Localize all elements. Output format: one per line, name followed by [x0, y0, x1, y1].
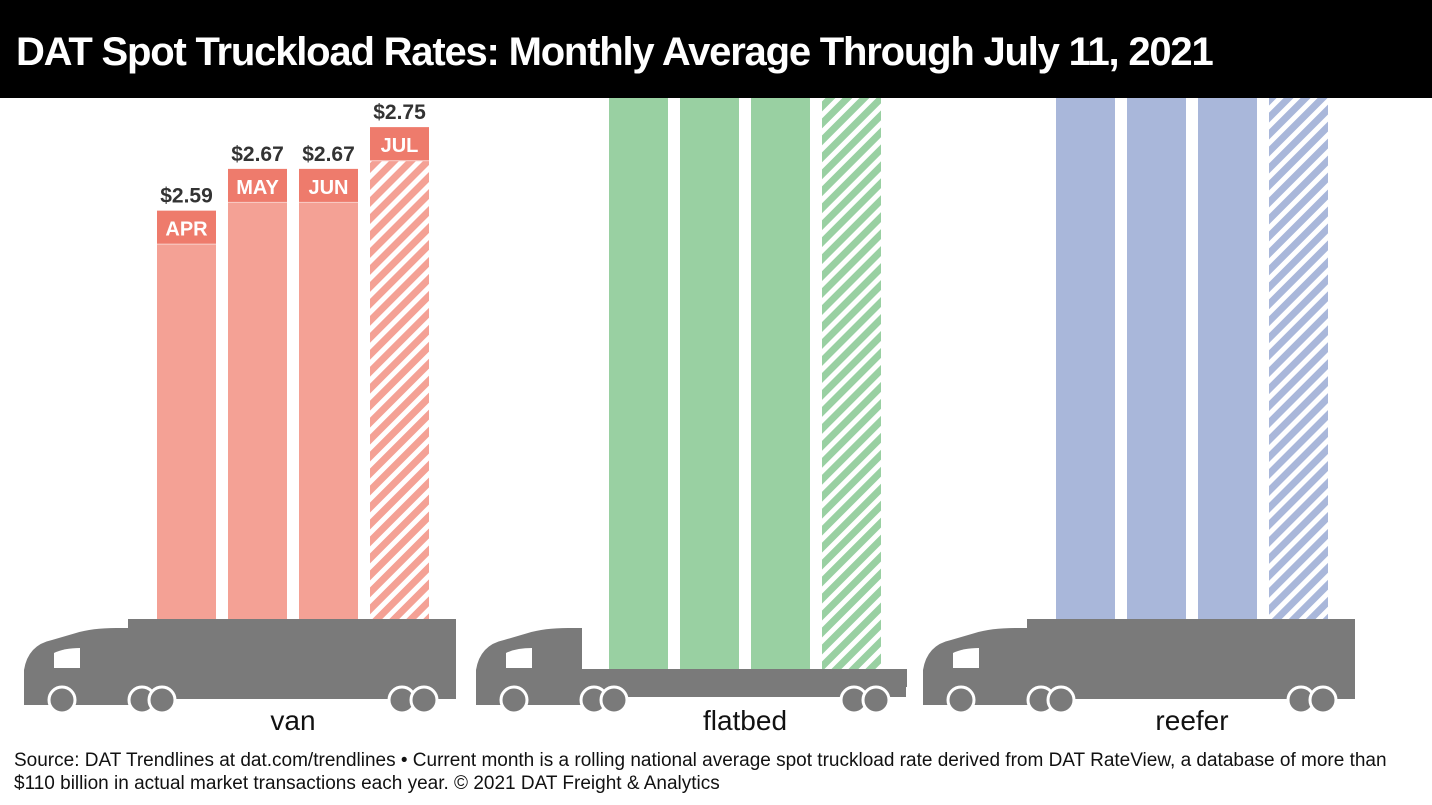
value-label: $2.67: [231, 143, 284, 166]
bar-reefer-apr: [1056, 98, 1115, 620]
flatbed-deck: [578, 669, 907, 687]
group-label-reefer: reefer: [1155, 705, 1228, 736]
flatbed-truck-icon: [476, 628, 907, 715]
reefer-chassis: [1023, 689, 1355, 699]
bar-flatbed-jul: [822, 98, 881, 670]
value-label: $2.59: [160, 185, 213, 208]
reefer-wheel: [1046, 685, 1076, 715]
bar-reefer-jun: [1198, 98, 1257, 620]
bar-reefer-jul: [1269, 98, 1328, 621]
month-label: MAY: [236, 177, 279, 199]
bar-group-flatbed: APR$2.94MAY$3.10JUN$3.15JUL$3.12: [609, 98, 881, 670]
group-label-flatbed: flatbed: [703, 705, 787, 736]
month-label: JUL: [381, 135, 419, 157]
bar-reefer-may: [1127, 98, 1186, 620]
value-label: $2.75: [373, 101, 426, 124]
month-label: JUN: [308, 177, 348, 199]
reefer-trailer: [1027, 619, 1355, 689]
reefer-cab-window: [953, 648, 979, 668]
reefer-wheel: [946, 685, 976, 715]
van-cab-window: [54, 648, 80, 668]
flatbed-wheel: [599, 685, 629, 715]
month-label: APR: [165, 219, 208, 241]
chart-title: DAT Spot Truckload Rates: Monthly Averag…: [16, 30, 1214, 74]
bar-divider: [228, 201, 287, 203]
bar-header-van-apr: [157, 210, 216, 245]
chart: APR $2.59 MAY $2.67 JUN $2.67 JUL $2.75 van APR$2…: [24, 98, 1355, 736]
van-wheel: [409, 685, 439, 715]
bar-flatbed-may: [680, 98, 739, 670]
flatbed-cab-window: [506, 648, 532, 668]
bar-van-jul: [370, 161, 429, 620]
bar-van-jun: [299, 202, 358, 620]
van-chassis: [124, 689, 456, 699]
group-label-van: van: [270, 705, 315, 736]
flatbed-chassis: [576, 687, 906, 697]
bar-group-reefer: APR$2.92MAY$3.09JUN$3.09JUL$3.18: [1056, 98, 1328, 621]
title-bar: DAT Spot Truckload Rates: Monthly Averag…: [0, 0, 1432, 98]
reefer-reefer-unit: [1017, 628, 1029, 658]
bar-header-van-jul: [370, 127, 429, 162]
flatbed-wheel: [499, 685, 529, 715]
van-wheel: [47, 685, 77, 715]
bar-header-van-jun: [299, 168, 358, 203]
bar-group-van: APR $2.59 MAY $2.67 JUN $2.67 JUL $2.75: [157, 101, 429, 620]
flatbed-wheel: [861, 685, 891, 715]
bar-divider: [370, 160, 429, 162]
bar-flatbed-apr: [609, 98, 668, 669]
reefer-wheel: [1308, 685, 1338, 715]
reefer-truck-icon: [923, 619, 1355, 715]
van-wheel: [147, 685, 177, 715]
bar-divider: [299, 201, 358, 203]
bar-header-van-may: [228, 168, 287, 203]
bar-van-apr: [157, 244, 216, 620]
van-trailer: [128, 619, 456, 689]
bar-van-may: [228, 202, 287, 620]
van-truck-icon: [24, 619, 456, 715]
bar-flatbed-jun: [751, 98, 810, 669]
value-label: $2.67: [302, 143, 355, 166]
source-note: Source: DAT Trendlines at dat.com/trendl…: [14, 750, 1387, 794]
bar-divider: [157, 243, 216, 245]
